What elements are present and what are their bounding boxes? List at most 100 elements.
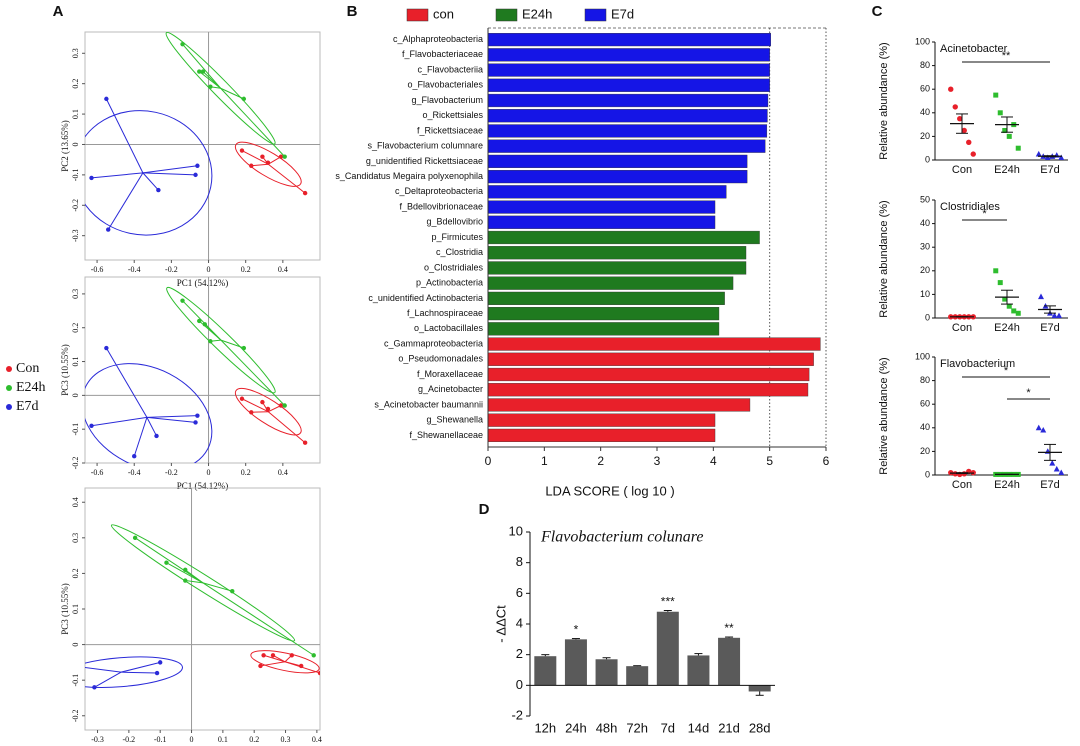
x-tick-label: 6 (823, 454, 830, 468)
point (106, 227, 111, 232)
point (961, 127, 967, 134)
point (289, 653, 294, 658)
y-tick-label: 50 (920, 194, 930, 204)
plot-area (70, 524, 320, 690)
legend-swatch (495, 8, 518, 22)
x-tick-label: 0 (207, 265, 211, 274)
x-tick-label: -0.3 (91, 735, 104, 744)
legend-label: E24h (522, 6, 552, 21)
y-tick-label: 0.3 (71, 289, 80, 299)
y-tick-label: 60 (920, 84, 930, 94)
y-tick-label: 20 (920, 265, 930, 275)
y-axis-label: Relative abundance (%) (878, 357, 890, 474)
spider-line (204, 323, 222, 341)
plot-frame (84, 487, 321, 731)
x-tick-label: -0.2 (165, 468, 178, 477)
point (1002, 128, 1008, 133)
spider-line (105, 98, 144, 174)
point (997, 280, 1003, 286)
y-tick-label: 10 (920, 289, 930, 299)
point (1040, 426, 1047, 433)
point (957, 116, 963, 122)
y-axis-label: Relative abundance (%) (878, 42, 890, 159)
x-tick-label: 0.4 (312, 735, 322, 744)
y-tick-label: 0.2 (71, 323, 80, 333)
point (282, 403, 287, 408)
x-tick-label: E24h (994, 164, 1020, 176)
point (302, 190, 308, 196)
category-label: f_Shewanellaceae (409, 430, 483, 440)
point (278, 403, 284, 408)
y-tick-label: 0 (925, 312, 930, 322)
x-tick-label: 0 (207, 468, 211, 477)
bar (718, 637, 741, 686)
y-tick-label: 10 (509, 523, 523, 538)
spider-line (121, 671, 158, 674)
point (993, 268, 999, 274)
bar (487, 154, 748, 168)
category-label: s_Flavobacterium columnare (367, 141, 483, 151)
x-tick-label: 4 (710, 454, 717, 468)
y-tick-label: 0 (71, 393, 80, 397)
bar (487, 246, 747, 260)
bar (487, 185, 727, 199)
point (952, 104, 958, 110)
legend-label: Con (16, 361, 39, 376)
point (89, 423, 94, 428)
x-tick-label: 3 (654, 454, 661, 468)
y-tick-label: 0 (516, 677, 523, 692)
y-axis-label: PC3 (10.55%) (60, 344, 70, 396)
spider-line (263, 654, 286, 663)
point (208, 84, 213, 89)
spider-line (146, 417, 157, 437)
spider-line (142, 172, 159, 191)
y-tick-label: 60 (920, 399, 930, 409)
x-tick-label: 12h (534, 720, 556, 735)
panel-label: D (479, 501, 490, 518)
spider-line (94, 671, 122, 688)
x-tick-label: 72h (626, 720, 648, 735)
point (70, 664, 74, 668)
point (302, 440, 308, 445)
point (164, 560, 169, 565)
point (1035, 424, 1042, 431)
chart-title: Flavobacterium colunare (540, 529, 703, 546)
x-tick-label: 0.2 (241, 468, 251, 477)
point (241, 96, 247, 102)
point (970, 151, 976, 157)
bar (487, 78, 770, 92)
point (282, 154, 287, 159)
y-tick-label: 6 (516, 585, 523, 600)
plot-area (85, 32, 308, 236)
y-tick-label: -0.1 (71, 674, 80, 687)
category-label: s_Acinetobacter baumannii (374, 399, 483, 409)
point (317, 670, 320, 676)
point (154, 433, 159, 439)
panel-label: B (347, 3, 358, 20)
bar (487, 170, 748, 184)
bar (487, 337, 821, 351)
spider-line (133, 417, 148, 457)
y-tick-label: 40 (920, 218, 930, 228)
point (156, 187, 161, 193)
legend-dot (6, 366, 12, 372)
significance-label: * (982, 208, 987, 220)
x-tick-label: 0.4 (278, 265, 288, 274)
point (193, 172, 198, 178)
category-label: f_Moraxellaceae (417, 369, 483, 379)
bar (487, 139, 766, 153)
point (261, 653, 266, 658)
spider-line (220, 87, 286, 157)
category-label: c_Flavobacteriia (417, 64, 483, 74)
category-label: g_Shewanella (426, 415, 483, 425)
panel-label: A (53, 3, 64, 20)
point (1035, 150, 1042, 157)
x-tick-label: -0.2 (123, 735, 136, 744)
bar (487, 124, 768, 138)
y-tick-label: 40 (920, 422, 930, 432)
y-tick-label: 20 (920, 446, 930, 456)
bar (487, 215, 716, 229)
plot-frame (84, 276, 321, 464)
x-tick-label: 2 (597, 454, 604, 468)
point (1058, 469, 1065, 476)
